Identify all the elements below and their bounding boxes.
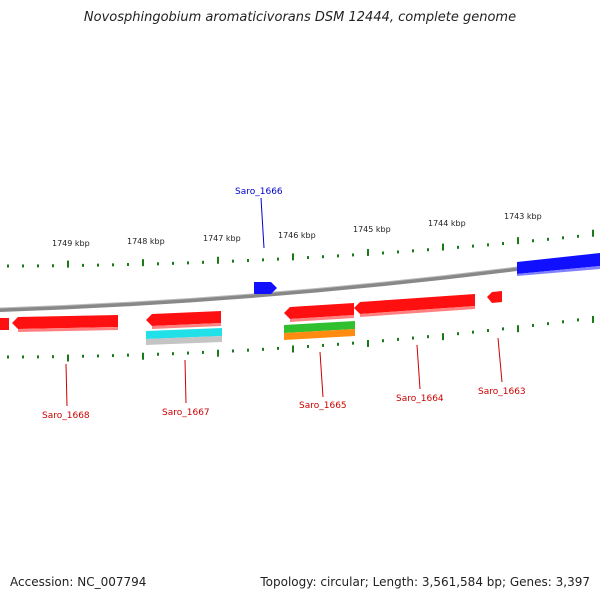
accession-label: Accession: NC_007794 bbox=[10, 575, 147, 589]
gene-label-saro-1667[interactable]: Saro_1667 bbox=[162, 408, 210, 418]
gene-label-saro-1663[interactable]: Saro_1663 bbox=[478, 387, 526, 397]
gene-saro-1664[interactable] bbox=[354, 294, 475, 314]
leader-line-saro-1668 bbox=[65, 363, 68, 407]
feature-gray-bar bbox=[146, 336, 222, 345]
gene-forward-right[interactable] bbox=[517, 253, 600, 274]
gene-saro-1664-shadow bbox=[360, 306, 475, 317]
top-tick-track bbox=[7, 229, 594, 268]
bottom-tick-track bbox=[7, 315, 594, 362]
feature-orange-bar bbox=[284, 329, 355, 340]
gene-saro-1668[interactable] bbox=[12, 315, 118, 329]
tick-label-1744: 1744 kbp bbox=[428, 219, 466, 228]
leader-line-saro-1664 bbox=[416, 344, 421, 390]
leader-line-saro-1665 bbox=[319, 351, 324, 398]
gene-saro-1667[interactable] bbox=[146, 311, 221, 326]
genome-backbone-highlight bbox=[0, 255, 600, 309]
tick-label-1746: 1746 kbp bbox=[278, 231, 316, 240]
gene-saro-1667-shadow bbox=[152, 323, 221, 329]
tick-label-1743: 1743 kbp bbox=[504, 212, 542, 221]
tick-label-1749: 1749 kbp bbox=[52, 239, 90, 248]
gene-saro-1668-shadow bbox=[18, 327, 118, 332]
gene-saro-1663[interactable] bbox=[487, 291, 502, 303]
gene-forward-right-shadow bbox=[517, 266, 600, 276]
gene-label-saro-1666[interactable]: Saro_1666 bbox=[235, 187, 283, 197]
gene-label-saro-1665[interactable]: Saro_1665 bbox=[299, 401, 347, 411]
tick-label-1747: 1747 kbp bbox=[203, 234, 241, 243]
gene-label-saro-1664[interactable]: Saro_1664 bbox=[396, 394, 444, 404]
leader-line-saro-1667 bbox=[184, 359, 187, 404]
map-title: Novosphingobium aromaticivorans DSM 1244… bbox=[83, 10, 517, 25]
feature-cyan-bar bbox=[146, 328, 222, 339]
tick-label-1745: 1745 kbp bbox=[353, 225, 391, 234]
leader-line-saro-1663 bbox=[497, 337, 503, 383]
gene-label-saro-1668[interactable]: Saro_1668 bbox=[42, 411, 90, 421]
gene-saro-1666[interactable] bbox=[254, 282, 277, 294]
leader-line-saro-1666 bbox=[260, 197, 265, 249]
tick-label-1748: 1748 kbp bbox=[127, 237, 165, 246]
gene-saro-1665-shadow bbox=[290, 315, 354, 322]
gene-saro-1665[interactable] bbox=[284, 303, 354, 319]
genome-info-label: Topology: circular; Length: 3,561,584 bp… bbox=[260, 575, 590, 589]
genome-backbone bbox=[0, 256, 600, 312]
gene-left-edge[interactable] bbox=[0, 318, 9, 330]
